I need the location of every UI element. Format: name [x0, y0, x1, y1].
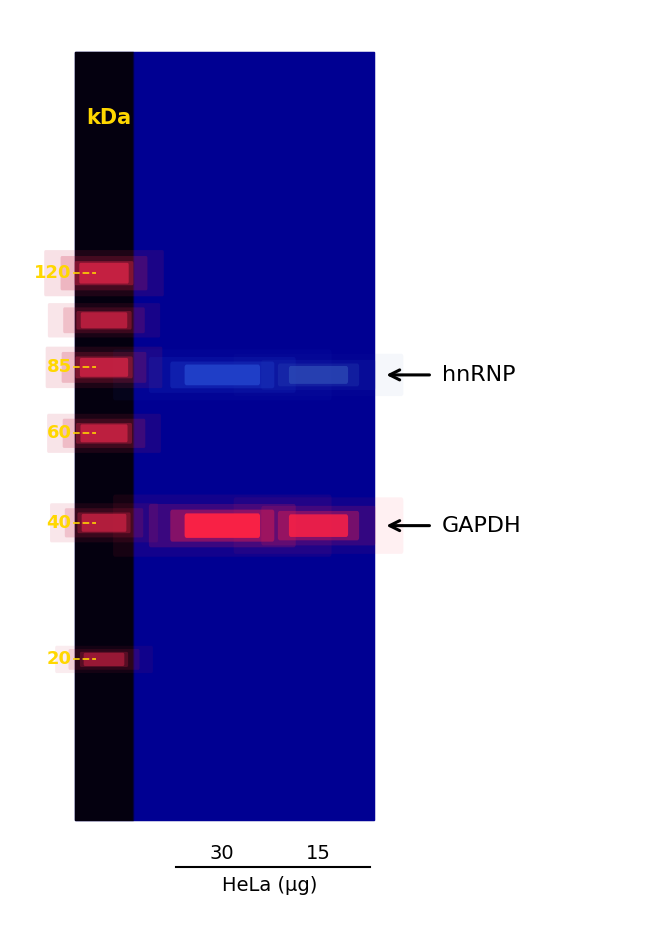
FancyBboxPatch shape [113, 349, 332, 400]
FancyBboxPatch shape [76, 423, 132, 444]
Text: 120: 120 [34, 264, 72, 283]
FancyBboxPatch shape [47, 414, 161, 453]
FancyBboxPatch shape [149, 504, 296, 547]
FancyBboxPatch shape [62, 419, 146, 448]
FancyBboxPatch shape [62, 352, 146, 382]
Text: 20: 20 [47, 650, 72, 669]
Text: HeLa (μg): HeLa (μg) [222, 876, 317, 895]
Text: GAPDH: GAPDH [442, 515, 521, 536]
FancyBboxPatch shape [261, 506, 376, 545]
FancyBboxPatch shape [63, 307, 145, 333]
FancyBboxPatch shape [81, 424, 127, 443]
Text: 30: 30 [210, 844, 235, 863]
FancyBboxPatch shape [77, 512, 131, 533]
FancyBboxPatch shape [289, 366, 348, 384]
Bar [75, 52, 133, 820]
FancyBboxPatch shape [60, 256, 148, 290]
FancyBboxPatch shape [278, 364, 359, 386]
FancyBboxPatch shape [185, 365, 260, 385]
FancyBboxPatch shape [84, 653, 124, 666]
FancyBboxPatch shape [79, 263, 129, 284]
FancyBboxPatch shape [261, 360, 376, 390]
FancyBboxPatch shape [68, 649, 140, 670]
FancyBboxPatch shape [81, 313, 127, 329]
FancyBboxPatch shape [289, 514, 348, 537]
FancyBboxPatch shape [55, 645, 153, 673]
Bar [133, 52, 374, 820]
FancyBboxPatch shape [80, 652, 128, 667]
FancyBboxPatch shape [75, 356, 133, 379]
Text: 85: 85 [46, 358, 72, 377]
Text: 40: 40 [47, 513, 72, 532]
FancyBboxPatch shape [234, 497, 403, 554]
FancyBboxPatch shape [75, 261, 133, 285]
FancyBboxPatch shape [185, 513, 260, 538]
FancyBboxPatch shape [278, 511, 359, 541]
FancyBboxPatch shape [170, 362, 274, 388]
FancyBboxPatch shape [113, 495, 332, 557]
FancyBboxPatch shape [44, 250, 164, 296]
FancyBboxPatch shape [65, 509, 143, 537]
Bar [75, 52, 374, 820]
FancyBboxPatch shape [170, 510, 274, 542]
Text: 60: 60 [47, 424, 72, 443]
Text: hnRNP: hnRNP [442, 365, 515, 385]
Text: 15: 15 [306, 844, 331, 863]
FancyBboxPatch shape [48, 303, 160, 337]
FancyBboxPatch shape [149, 357, 296, 393]
FancyBboxPatch shape [77, 311, 131, 330]
FancyBboxPatch shape [80, 358, 128, 377]
Text: kDa: kDa [86, 107, 131, 128]
FancyBboxPatch shape [82, 514, 126, 531]
FancyBboxPatch shape [46, 347, 162, 388]
FancyBboxPatch shape [50, 503, 158, 543]
